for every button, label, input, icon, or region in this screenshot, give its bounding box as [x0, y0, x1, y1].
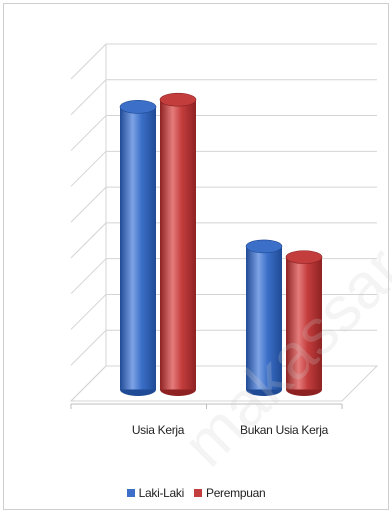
gridline-side: [70, 294, 107, 330]
chart-frame: Usia Kerja Bukan Usia Kerja Laki-Laki Per…: [3, 3, 389, 510]
gridline-side: [70, 150, 107, 187]
gridline-side: [70, 43, 107, 80]
gridline-side: [70, 222, 107, 259]
bar-chart: Usia Kerja Bukan Usia Kerja: [69, 43, 379, 437]
gridline-side: [70, 79, 107, 116]
bar-perempuan-bukan-usia-kerja: [286, 257, 322, 390]
bar-top: [159, 92, 197, 107]
bar-top: [285, 250, 323, 264]
legend-item-perempuan: Perempuan: [193, 486, 266, 500]
legend-swatch-perempuan: [193, 489, 202, 497]
legend: Laki-Laki Perempuan: [4, 486, 388, 500]
bar-top: [119, 100, 157, 114]
bar-laki-laki-usia-kerja: [120, 106, 156, 390]
x-tick-label: Bukan Usia Kerja: [240, 423, 329, 437]
bar-laki-laki-bukan-usia-kerja: [246, 246, 282, 390]
gridline-side: [70, 115, 107, 151]
legend-label-perempuan: Perempuan: [205, 486, 266, 500]
x-tick-label: Usia Kerja: [132, 423, 185, 437]
chart-floor: [69, 365, 379, 402]
legend-label-laki-laki: Laki-Laki: [138, 486, 185, 500]
gridline-side: [70, 186, 107, 223]
legend-item-laki-laki: Laki-Laki: [126, 486, 185, 500]
legend-swatch-laki-laki: [126, 489, 135, 497]
bar-top: [245, 239, 283, 254]
gridline-side: [70, 329, 107, 366]
gridline-side: [70, 258, 107, 295]
bar-perempuan-usia-kerja: [160, 99, 196, 390]
